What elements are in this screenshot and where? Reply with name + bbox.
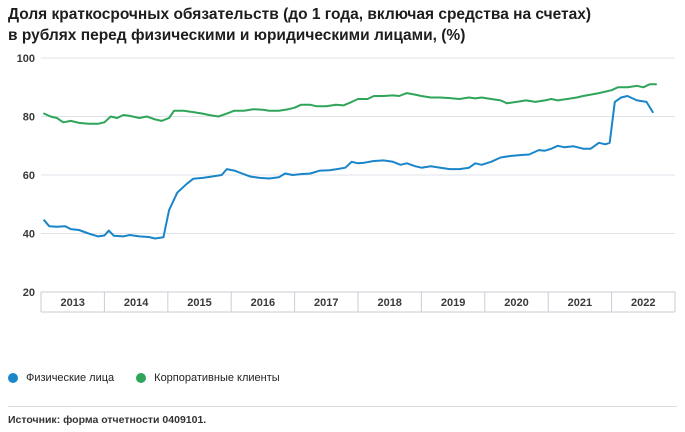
x-tick-label: 2021 (568, 297, 592, 309)
y-tick-label: 80 (23, 112, 35, 124)
legend-marker-corporate (136, 373, 147, 383)
legend: Физические лица Корпоративные клиенты (8, 372, 302, 384)
y-tick-label: 100 (17, 53, 35, 65)
y-tick-label: 60 (23, 170, 35, 182)
series-lines (43, 83, 657, 240)
legend-item-corporate: Корпоративные клиенты (136, 372, 280, 384)
x-tick-label: 2015 (187, 297, 211, 309)
legend-marker-individuals (8, 373, 18, 383)
y-axis: 20 40 60 80 100 (17, 53, 35, 299)
x-tick-label: 2017 (314, 297, 338, 309)
y-tick-label: 40 (23, 229, 35, 241)
footer-divider (8, 406, 677, 407)
grid-lines (41, 57, 675, 293)
x-tick-label: 2019 (441, 297, 465, 309)
x-tick-label: 2018 (377, 297, 401, 309)
chart-title: Доля краткосрочных обязательств (до 1 го… (8, 4, 678, 46)
legend-label-individuals: Физические лица (26, 372, 115, 384)
source-note: Источник: форма отчетности 0409101. (8, 414, 207, 426)
chart-title-line-2: в рублях перед физическими и юридическим… (8, 27, 466, 44)
x-axis: 2013 2014 2015 2016 2017 2018 2019 2020 2021 2022 (40, 291, 676, 313)
x-tick-label: 2016 (251, 297, 275, 309)
chart-title-line-1: Доля краткосрочных обязательств (до 1 го… (8, 6, 592, 23)
series-line-individuals (43, 95, 654, 240)
x-tick-label: 2013 (60, 297, 84, 309)
legend-item-individuals: Физические лица (8, 372, 114, 384)
x-tick-label: 2020 (504, 297, 528, 309)
series-line-corporate (43, 83, 657, 125)
x-tick-label: 2014 (124, 297, 149, 309)
legend-label-corporate: Корпоративные клиенты (154, 372, 280, 384)
x-tick-label: 2022 (631, 297, 655, 309)
line-chart: 20 40 60 80 100 2013 2014 2015 2016 2017 2018 2019… (17, 53, 676, 313)
y-tick-label: 20 (23, 287, 35, 299)
